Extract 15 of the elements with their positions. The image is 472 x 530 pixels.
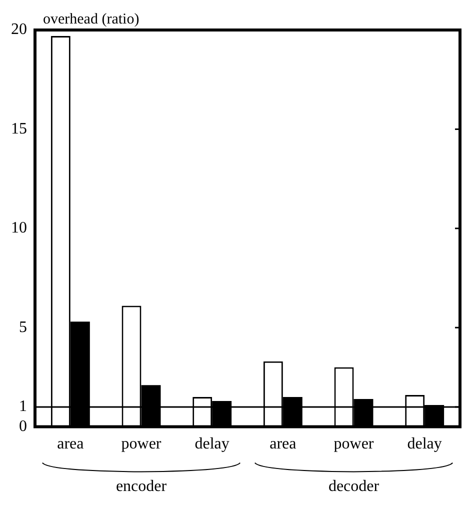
x-tick-label: delay xyxy=(407,436,442,453)
x-tick-label: area xyxy=(57,436,84,453)
x-tick-label: area xyxy=(270,436,296,453)
y-axis-title: overhead (ratio) xyxy=(43,11,140,28)
x-tick-label: power xyxy=(334,436,374,453)
y-tick-label: 5 xyxy=(19,318,27,336)
x-tick-label: delay xyxy=(194,436,230,453)
text: encoder xyxy=(116,478,168,496)
y-tick-label: 0 xyxy=(19,418,27,436)
x-tick-label: power xyxy=(121,436,162,453)
y-tick-label: 15 xyxy=(11,120,27,138)
text: decoder xyxy=(328,478,380,496)
y-tick-label: 20 xyxy=(11,21,27,38)
y-tick-label: 10 xyxy=(11,220,27,237)
y-tick-label: 1 xyxy=(19,398,27,416)
